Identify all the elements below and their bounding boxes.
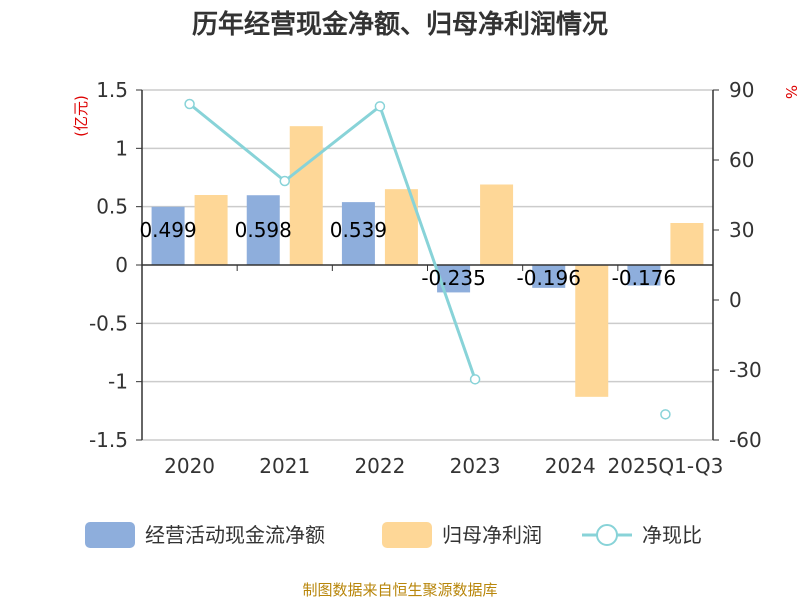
legend-label-ratio: 净现比 xyxy=(642,523,702,547)
legend-swatch-ratio-marker xyxy=(596,524,618,546)
y-right-tick-label: -30 xyxy=(729,358,762,382)
bar-net-profit xyxy=(289,126,323,266)
ratio-line xyxy=(184,98,671,420)
y-left-tick-label: -0.5 xyxy=(89,311,128,335)
bar-cashflow xyxy=(151,206,185,265)
data-label-cashflow: 0.499 xyxy=(139,218,196,242)
y-left-unit: (亿元) xyxy=(72,95,90,137)
y-left-tick-label: 0.5 xyxy=(96,195,128,219)
y-right-tick-label: 90 xyxy=(729,78,754,102)
bar-cashflow xyxy=(532,265,566,288)
x-tick-label: 2022 xyxy=(354,454,405,478)
data-label-cashflow: 0.539 xyxy=(330,218,387,242)
x-tick-label: 2025Q1-Q3 xyxy=(608,454,724,478)
y-right-unit: % xyxy=(782,85,800,99)
bar-net-profit xyxy=(670,223,704,265)
bar-net-profit xyxy=(194,195,228,265)
bar-cashflow xyxy=(246,195,280,265)
y-left-tick-label: -1 xyxy=(108,370,128,394)
y-right-tick-label: 30 xyxy=(729,218,754,242)
ratio-point xyxy=(279,175,290,187)
y-left-tick-label: 0 xyxy=(115,253,128,277)
bar-net-profit xyxy=(575,265,609,397)
grid xyxy=(142,89,713,441)
y-left-tick-label: 1.5 xyxy=(96,78,128,102)
data-label-cashflow: -0.235 xyxy=(421,266,485,290)
bar-cashflow xyxy=(341,202,375,265)
chart-title: 历年经营现金净额、归母净利润情况 xyxy=(192,9,608,40)
legend: 经营活动现金流净额 归母净利润 净现比 xyxy=(85,522,702,548)
bar-net-profit xyxy=(480,184,514,265)
x-tick-label: 2020 xyxy=(164,454,215,478)
data-label-cashflow: 0.598 xyxy=(235,218,292,242)
ratio-point xyxy=(184,98,195,110)
bar-cashflow xyxy=(627,265,661,286)
x-tick-label: 2021 xyxy=(259,454,310,478)
ratio-point xyxy=(660,409,671,420)
ratio-point xyxy=(374,101,386,112)
axes: 1.5 1 0.5 0 -0.5 -1 -1.5 90 60 30 0 -30 -60 2020 2021 2… xyxy=(89,78,762,478)
data-labels: 0.499 0.598 0.539 -0.235 -0.196 -0.176 xyxy=(139,218,676,290)
source-note: 制图数据来自恒生聚源数据库 xyxy=(302,581,497,599)
legend-swatch-cashflow xyxy=(85,522,135,548)
x-tick-label: 2024 xyxy=(545,454,596,478)
legend-label-net-profit: 归母净利润 xyxy=(442,523,542,547)
ratio-line-segment xyxy=(188,102,477,380)
x-tick-label: 2023 xyxy=(450,454,501,478)
ratio-point xyxy=(469,374,481,385)
legend-swatch-net-profit xyxy=(382,522,432,548)
y-left-tick-label: -1.5 xyxy=(89,428,128,452)
legend-label-cashflow: 经营活动现金流净额 xyxy=(145,523,325,547)
y-left-tick-label: 1 xyxy=(115,136,128,160)
y-right-tick-label: 0 xyxy=(729,288,742,312)
data-label-cashflow: -0.176 xyxy=(612,266,676,290)
data-label-cashflow: -0.196 xyxy=(517,266,581,290)
y-right-tick-label: -60 xyxy=(729,428,762,452)
bars xyxy=(151,126,704,397)
y-right-tick-label: 60 xyxy=(729,148,754,172)
